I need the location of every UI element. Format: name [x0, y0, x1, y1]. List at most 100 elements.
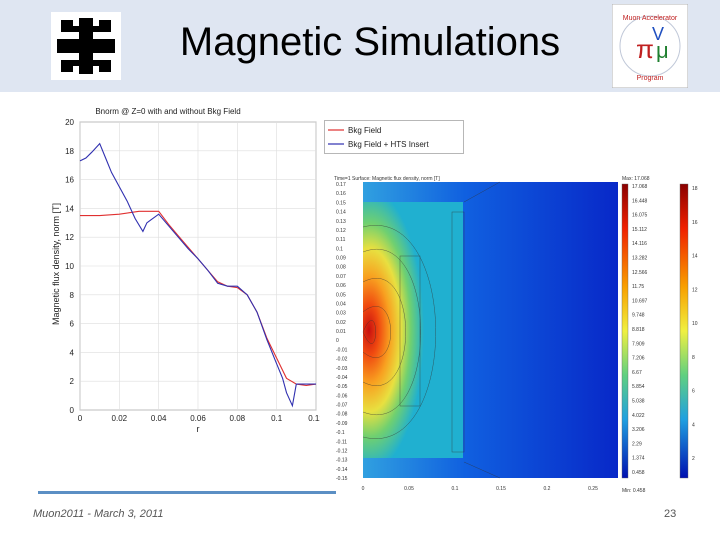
- footer-divider: [38, 491, 336, 494]
- field-y-tick-label: -0.15: [336, 476, 348, 482]
- series-line: [80, 210, 317, 387]
- field-y-tick-label: 0.1: [336, 246, 343, 252]
- field-y-tick-label: 0.14: [336, 210, 346, 216]
- field-x-tick-label: 0: [362, 486, 365, 492]
- page-number: 23: [664, 508, 677, 520]
- colorbar-value-label: 16.448: [632, 198, 648, 204]
- legend-frame: [324, 120, 464, 154]
- colorbar-value-label: 15.112: [632, 227, 647, 233]
- field-x-tick-label: 0.15: [496, 486, 506, 492]
- field-map-title: Time=1 Surface: Magnetic flux density, n…: [334, 176, 440, 182]
- field-y-tick-label: 0.01: [336, 329, 346, 335]
- colorbar-tick-label: 18: [692, 186, 698, 192]
- chart-y-axis-label: Magnetic flux density, norm [T]: [51, 203, 61, 325]
- y-tick-label: 14: [65, 204, 74, 213]
- colorbar-tick-label: 8: [692, 355, 695, 361]
- colorbar-value-label: 5.854: [632, 384, 645, 390]
- field-map-colorbar-left: [621, 183, 629, 479]
- colorbar-value-label: 6.67: [632, 370, 642, 376]
- field-y-tick-label: -0.11: [336, 439, 347, 445]
- fermilab-logo-icon: [57, 18, 115, 74]
- colorbar-value-label: 0.458: [632, 470, 645, 476]
- colorbar-value-label: 8.818: [632, 327, 645, 333]
- field-map-y-ticks: 0.17 0.16 0.15 0.14 0.13 0.12 0.11 0.1 0.09 0.08 0…: [336, 182, 348, 482]
- field-y-tick-label: 0.09: [336, 256, 346, 262]
- colorbar-tick-label: 14: [692, 254, 698, 260]
- colorbar-value-label: 16.075: [632, 213, 648, 219]
- chart-series-group: [79, 142, 317, 408]
- chart-grid: [79, 121, 317, 411]
- field-x-tick-label: 0.25: [588, 486, 598, 492]
- chart-legend-overlay: Bkg Field Bkg Field + HTS Insert: [324, 120, 464, 154]
- colorbar-value-label: 2.29: [632, 441, 642, 447]
- svg-text:π: π: [636, 34, 654, 64]
- y-tick-label: 18: [65, 147, 74, 156]
- slide-header: Magnetic Simulations Muon Accelerator Pr…: [0, 0, 720, 92]
- colorbar-value-label: 14.116: [632, 241, 647, 247]
- field-y-tick-label: -0.01: [336, 347, 348, 353]
- y-tick-label: 12: [65, 233, 74, 242]
- svg-text:Muon Accelerator: Muon Accelerator: [623, 15, 678, 22]
- svg-text:Program: Program: [637, 75, 664, 82]
- line-chart: Bnorm @ Z=0 with and without Bkg Field M…: [51, 107, 324, 434]
- x-tick-label: 0.06: [190, 414, 206, 423]
- field-x-tick-label: 0.2: [544, 486, 551, 492]
- y-tick-label: 6: [70, 320, 75, 329]
- field-y-tick-label: 0.02: [336, 320, 346, 326]
- x-tick-label: 0.12: [308, 414, 324, 423]
- field-y-tick-label: 0.17: [336, 182, 346, 188]
- field-y-tick-label: -0.02: [336, 357, 348, 363]
- y-tick-label: 16: [65, 176, 74, 185]
- colorbar-value-label: 7.206: [632, 356, 645, 362]
- y-tick-label: 2: [70, 377, 75, 386]
- field-y-tick-label: -0.06: [336, 393, 348, 399]
- colorbar-tick-label: 12: [692, 287, 698, 293]
- field-map-colorbar-ticks: 18 16 14 12 10 8 6 4 2: [692, 186, 698, 462]
- legend-entry: Bkg Field + HTS Insert: [348, 140, 429, 149]
- field-y-tick-label: 0.13: [336, 219, 346, 225]
- field-x-tick-label: 0.05: [404, 486, 414, 492]
- field-y-tick-label: -0.05: [336, 384, 348, 390]
- colorbar-value-label: 10.697: [632, 298, 648, 304]
- field-y-tick-label: 0.06: [336, 283, 346, 289]
- field-y-tick-label: 0.03: [336, 311, 346, 317]
- field-y-tick-label: 0.16: [336, 191, 346, 197]
- y-tick-label: 4: [70, 348, 75, 357]
- field-map-max-label: Max: 17.068: [622, 176, 650, 182]
- colorbar-tick-label: 16: [692, 220, 698, 226]
- chart-title: Bnorm @ Z=0 with and without Bkg Field: [95, 107, 240, 116]
- colorbar-tick-label: 6: [692, 389, 695, 395]
- colorbar-value-label: 9.748: [632, 313, 645, 319]
- y-tick-label: 10: [65, 262, 74, 271]
- page-title: Magnetic Simulations: [179, 20, 561, 64]
- field-y-tick-label: 0: [336, 338, 339, 344]
- field-y-tick-label: -0.12: [336, 448, 348, 454]
- colorbar-value-label: 5.038: [632, 399, 645, 405]
- field-y-tick-label: 0.15: [336, 200, 346, 206]
- colorbar-tick-label: 4: [692, 422, 695, 428]
- colorbar-value-label: 17.068: [632, 184, 648, 190]
- y-tick-label: 0: [70, 406, 75, 415]
- colorbar-tick-label: 2: [692, 456, 695, 462]
- colorbar-value-label: 13.282: [632, 256, 648, 262]
- field-y-tick-label: -0.09: [336, 421, 348, 427]
- field-map-colorbar-right: [679, 183, 689, 479]
- field-y-tick-label: 0.05: [336, 292, 346, 298]
- field-y-tick-label: 0.07: [336, 274, 346, 280]
- colorbar-value-label: 11.75: [632, 284, 644, 290]
- series-line: [79, 142, 316, 408]
- field-x-tick-label: 0.1: [452, 486, 459, 492]
- muon-accelerator-program-logo: Muon Accelerator Program π V μ: [611, 3, 689, 89]
- legend-entry: Bkg Field: [348, 126, 381, 135]
- field-map: Time=1 Surface: Magnetic flux density, n…: [334, 176, 698, 494]
- colorbar-value-label: 7.909: [632, 341, 645, 347]
- y-tick-label: 8: [70, 291, 75, 300]
- field-map-panel: Time=1 Surface: Magnetic flux density, n…: [320, 172, 712, 495]
- field-y-tick-label: 0.08: [336, 265, 346, 271]
- field-y-tick-label: -0.08: [336, 412, 348, 418]
- field-y-tick-label: 0.11: [336, 237, 346, 243]
- field-map-colorbar-values: 17.068 16.448 16.075 15.112 14.116 13.282 12.5…: [632, 184, 648, 476]
- field-y-tick-label: -0.13: [336, 458, 348, 464]
- field-map-core-region: [363, 202, 463, 458]
- x-tick-label: 0.08: [230, 414, 246, 423]
